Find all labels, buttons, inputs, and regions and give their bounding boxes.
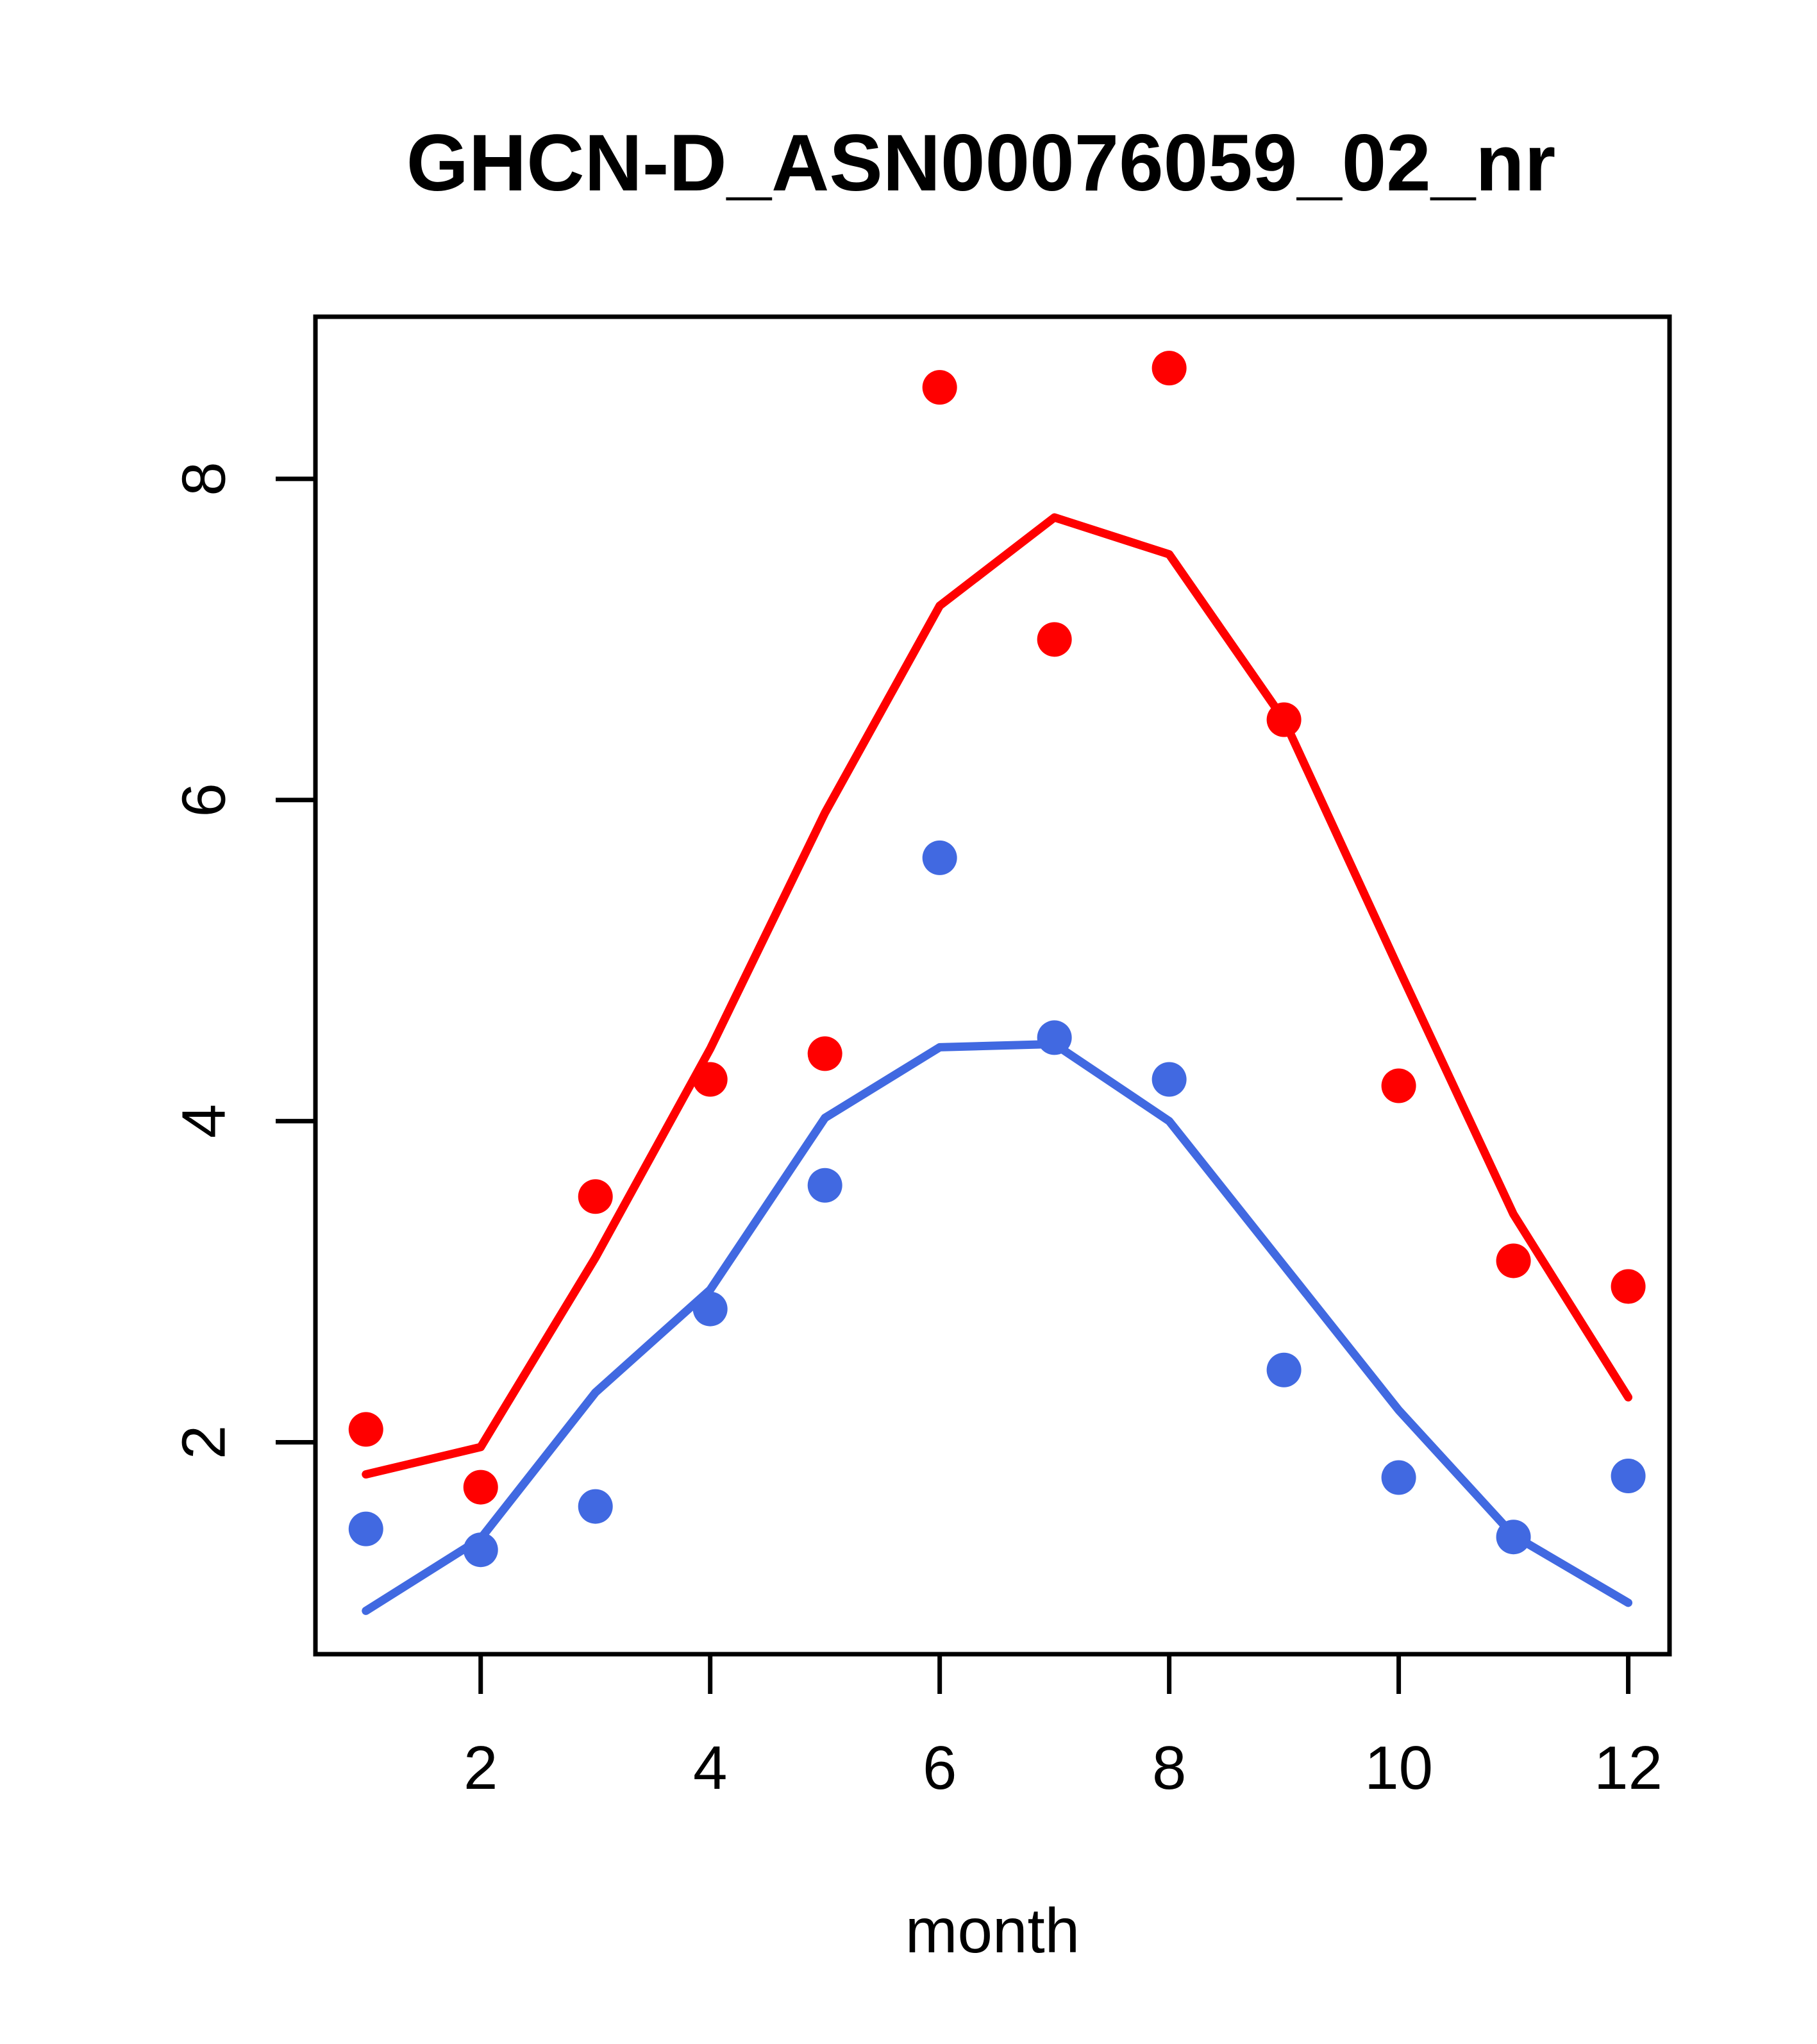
blue-point-month-12 bbox=[1611, 1459, 1646, 1494]
red-point-month-2 bbox=[463, 1470, 498, 1505]
x-tick-label: 12 bbox=[1594, 1734, 1662, 1802]
x-axis-label: month bbox=[905, 1895, 1080, 1966]
x-tick-label: 4 bbox=[693, 1734, 727, 1802]
red-point-month-8 bbox=[1151, 351, 1187, 386]
red-point-month-7 bbox=[1037, 622, 1072, 657]
x-axis-tick-labels: 2 4 6 8 10 12 bbox=[464, 1734, 1662, 1802]
y-axis-ticks bbox=[276, 476, 315, 1445]
red-point-month-10 bbox=[1381, 1068, 1416, 1103]
blue-point-month-9 bbox=[1266, 1352, 1302, 1387]
plot-border bbox=[313, 314, 1672, 1657]
blue-point-month-2 bbox=[463, 1532, 498, 1568]
y-tick-label: 2 bbox=[170, 1425, 239, 1459]
y-tick-label: 8 bbox=[170, 462, 239, 496]
blue-point-month-8 bbox=[1151, 1062, 1187, 1097]
chart-title: GHCN-D_ASN00076059_02_nr bbox=[406, 119, 1556, 208]
red-point-month-6 bbox=[922, 370, 957, 405]
blue-points-series bbox=[348, 840, 1646, 1568]
blue-point-month-5 bbox=[807, 1168, 842, 1203]
blue-smooth-line bbox=[362, 1039, 1633, 1615]
red-points-series bbox=[348, 351, 1646, 1505]
blue-point-month-1 bbox=[348, 1511, 383, 1546]
blue-point-month-6 bbox=[922, 840, 957, 875]
red-point-month-9 bbox=[1266, 702, 1302, 737]
x-tick-label: 10 bbox=[1364, 1734, 1433, 1802]
red-smooth-line bbox=[362, 513, 1633, 1479]
y-axis-tick-labels: 2 4 6 8 bbox=[170, 462, 239, 1459]
blue-point-month-4 bbox=[692, 1291, 728, 1327]
red-point-month-4 bbox=[692, 1062, 728, 1097]
red-point-month-11 bbox=[1496, 1243, 1531, 1278]
blue-point-month-3 bbox=[578, 1489, 613, 1524]
red-point-month-12 bbox=[1611, 1269, 1646, 1304]
x-tick-label: 6 bbox=[923, 1734, 957, 1802]
red-point-month-1 bbox=[348, 1412, 383, 1447]
blue-point-month-7 bbox=[1037, 1020, 1072, 1055]
red-smooth-line-path bbox=[362, 513, 1633, 1479]
blue-point-month-10 bbox=[1381, 1460, 1416, 1495]
y-tick-label: 6 bbox=[170, 783, 239, 817]
blue-smooth-line-path bbox=[362, 1039, 1633, 1615]
red-point-month-5 bbox=[807, 1036, 842, 1071]
blue-point-month-11 bbox=[1496, 1520, 1531, 1555]
x-tick-label: 8 bbox=[1152, 1734, 1186, 1802]
x-tick-label: 2 bbox=[464, 1734, 498, 1802]
y-tick-label: 4 bbox=[170, 1104, 239, 1138]
x-axis-ticks bbox=[478, 1654, 1631, 1694]
red-point-month-3 bbox=[578, 1179, 613, 1214]
